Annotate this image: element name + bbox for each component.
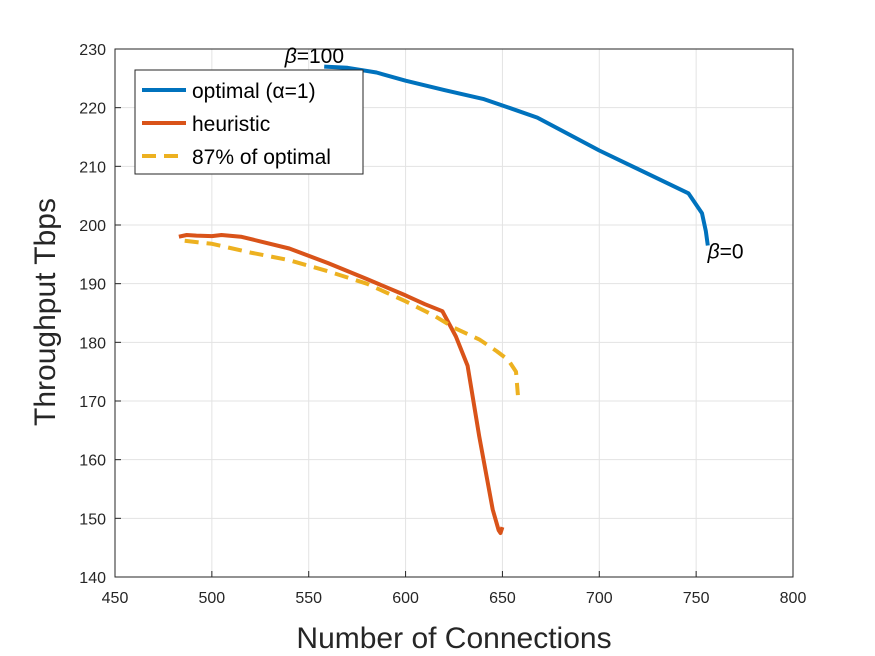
x-tick-label: 700 <box>586 590 613 607</box>
x-tick-label: 750 <box>683 590 710 607</box>
y-tick-label: 190 <box>79 277 106 294</box>
y-tick-label: 170 <box>79 394 106 411</box>
annotation-0: β=100 <box>284 45 344 68</box>
annotation-1: β=0 <box>707 240 744 263</box>
x-tick-label: 600 <box>392 590 419 607</box>
x-tick-label: 650 <box>489 590 516 607</box>
plot-frame <box>114 48 794 578</box>
annotations: β=100 β=0 <box>284 45 744 263</box>
y-tick-label: 220 <box>79 101 106 118</box>
y-tick-label: 140 <box>79 570 106 587</box>
y-tick-label: 150 <box>79 511 106 528</box>
legend-label-87pct: 87% of optimal <box>192 146 331 169</box>
x-axis-title: Number of Connections <box>296 622 611 655</box>
y-tick-label: 210 <box>79 159 106 176</box>
y-tick-label: 160 <box>79 453 106 470</box>
series-line-0 <box>324 64 710 246</box>
x-tick-label: 800 <box>780 590 807 607</box>
series-line-1 <box>178 233 505 535</box>
x-tick-label: 500 <box>199 590 226 607</box>
y-axis-title: Throughput Tbps <box>29 198 62 426</box>
legend-label-heuristic: heuristic <box>192 113 270 136</box>
series-line-2 <box>184 238 520 396</box>
legend: optimal (α=1) heuristic 87% of optimal <box>134 69 364 175</box>
x-tick-label: 550 <box>295 590 322 607</box>
axis-ticks: 450 500 550 600 650 700 750 800 140 150 160 170 180 1… <box>79 42 806 607</box>
y-tick-label: 180 <box>79 335 106 352</box>
x-tick-label: 450 <box>102 590 129 607</box>
series-lines <box>178 64 710 535</box>
y-tick-label: 200 <box>79 218 106 235</box>
y-tick-label: 230 <box>79 42 106 59</box>
legend-label-optimal: optimal (α=1) <box>192 80 316 103</box>
